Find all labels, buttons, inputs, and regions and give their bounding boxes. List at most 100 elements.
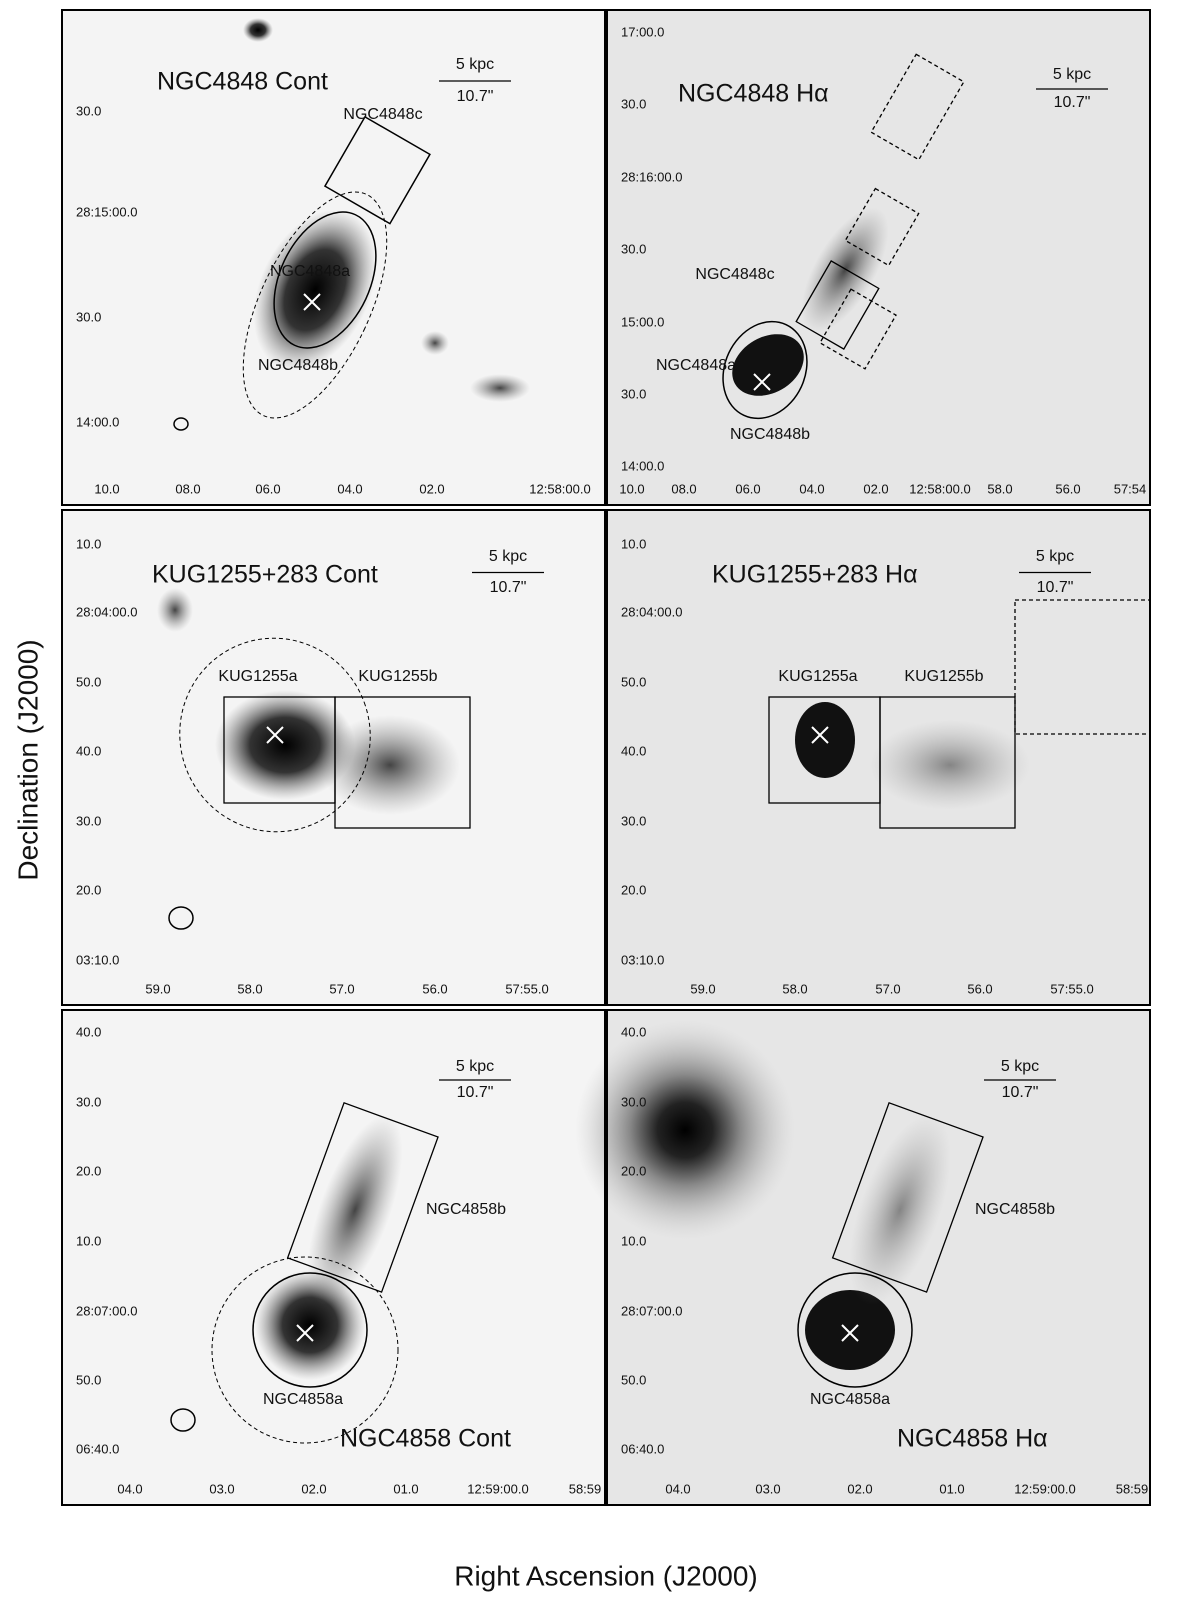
panel-title: NGC4858 Hα [897, 1425, 1048, 1453]
y-tick-label: 10.0 [76, 1233, 101, 1248]
shape [286, 1102, 439, 1293]
y-tick-label: 30.0 [621, 386, 646, 401]
y-tick-label: 20.0 [76, 1163, 101, 1178]
y-tick-label: 30.0 [76, 1094, 101, 1109]
y-tick-label: 30.0 [76, 309, 101, 324]
x-tick-label: 56.0 [1055, 481, 1080, 496]
y-tick-label: 06:40.0 [76, 1441, 119, 1456]
y-tick-label: 06:40.0 [621, 1441, 664, 1456]
scale-label: 5 kpc [1001, 1058, 1039, 1075]
shape [421, 331, 449, 355]
panel-title: NGC4848 Hα [678, 80, 829, 108]
x-tick-label: 57.0 [875, 981, 900, 996]
x-tick-label: 04.0 [337, 481, 362, 496]
shape [879, 696, 1016, 829]
region-label: NGC4848a [656, 357, 736, 374]
shape [307, 1115, 403, 1305]
shape [849, 1115, 951, 1305]
y-tick-label: 40.0 [621, 743, 646, 758]
shape [320, 715, 460, 815]
x-tick-label: 06.0 [255, 481, 280, 496]
shape [273, 211, 377, 349]
x-tick-label: 04.0 [117, 1481, 142, 1496]
y-tick-label: 28:04:00.0 [621, 604, 682, 619]
scale-label: 10.7" [490, 579, 527, 596]
y-tick-label: 10.0 [76, 536, 101, 551]
shape [243, 18, 273, 42]
x-tick-label: 10.0 [619, 481, 644, 496]
x-tick-label: 02.0 [301, 1481, 326, 1496]
x-tick-label: 01.0 [393, 1481, 418, 1496]
y-tick-label: 28:15:00.0 [76, 204, 137, 219]
panel-frame [606, 1009, 1151, 1506]
x-tick-label: 02.0 [847, 1481, 872, 1496]
y-tick-label: 28:04:00.0 [76, 604, 137, 619]
shape [831, 1102, 984, 1293]
region-label: NGC4848a [270, 263, 350, 280]
panel-title: NGC4848 Cont [157, 68, 328, 96]
x-tick-label: 59.0 [145, 981, 170, 996]
shape [215, 690, 355, 800]
y-axis-label: Declination (J2000) [12, 639, 43, 880]
y-tick-label: 14:00.0 [76, 414, 119, 429]
shape [334, 696, 471, 829]
y-tick-label: 40.0 [621, 1024, 646, 1039]
y-tick-label: 50.0 [621, 1372, 646, 1387]
panel-frame [61, 509, 606, 1006]
shape [242, 191, 388, 419]
region-label: NGC4848c [343, 106, 422, 123]
region-label: KUG1255b [904, 668, 983, 685]
y-tick-label: 10.0 [621, 536, 646, 551]
y-tick-label: 30.0 [621, 813, 646, 828]
region-label: KUG1255a [778, 668, 857, 685]
x-tick-label: 12:58:00.0 [909, 481, 970, 496]
panel-frame [606, 509, 1151, 1006]
x-tick-label: 57.0 [329, 981, 354, 996]
y-tick-label: 30.0 [76, 813, 101, 828]
shape [722, 320, 808, 420]
y-tick-label: 10.0 [621, 1233, 646, 1248]
x-tick-label: 04.0 [665, 1481, 690, 1496]
shape [303, 293, 321, 311]
x-tick-label: 57:55.0 [505, 981, 548, 996]
x-tick-label: 58.0 [237, 981, 262, 996]
region-label: KUG1255a [218, 668, 297, 685]
shape [170, 1408, 196, 1432]
shape [819, 288, 897, 370]
shape [753, 373, 771, 391]
region-label: NGC4848c [695, 266, 774, 283]
shape [870, 720, 1030, 810]
panel-title: KUG1255+283 Hα [712, 561, 918, 589]
x-tick-label: 12:59:00.0 [1014, 1481, 1075, 1496]
shape [811, 726, 829, 744]
panel-frame [61, 1009, 606, 1506]
x-tick-label: 58.0 [987, 481, 1012, 496]
scale-label: 10.7" [457, 1084, 494, 1101]
region-label: NGC4858a [810, 1391, 890, 1408]
y-tick-label: 30.0 [76, 103, 101, 118]
panel-frame [61, 9, 606, 506]
x-tick-label: 56.0 [967, 981, 992, 996]
x-tick-label: 01.0 [939, 1481, 964, 1496]
y-tick-label: 30.0 [621, 96, 646, 111]
x-tick-label: 08.0 [175, 481, 200, 496]
shape [253, 209, 377, 371]
panel-title: KUG1255+283 Cont [152, 561, 378, 589]
x-tick-label: 02.0 [863, 481, 888, 496]
x-tick-label: 03.0 [209, 1481, 234, 1496]
x-tick-label: 58.0 [782, 981, 807, 996]
x-tick-label: 57:54 [1114, 481, 1147, 496]
y-tick-label: 28:07:00.0 [621, 1303, 682, 1318]
y-tick-label: 03:10.0 [76, 952, 119, 967]
y-tick-label: 20.0 [76, 882, 101, 897]
y-tick-label: 50.0 [621, 674, 646, 689]
x-tick-label: 06.0 [735, 481, 760, 496]
shape [179, 637, 371, 833]
shape [252, 1272, 368, 1388]
y-tick-label: 50.0 [76, 674, 101, 689]
scale-label: 10.7" [1054, 94, 1091, 111]
y-tick-label: 40.0 [76, 1024, 101, 1039]
x-tick-label: 12:58:00.0 [529, 481, 590, 496]
scale-label: 5 kpc [489, 548, 527, 565]
